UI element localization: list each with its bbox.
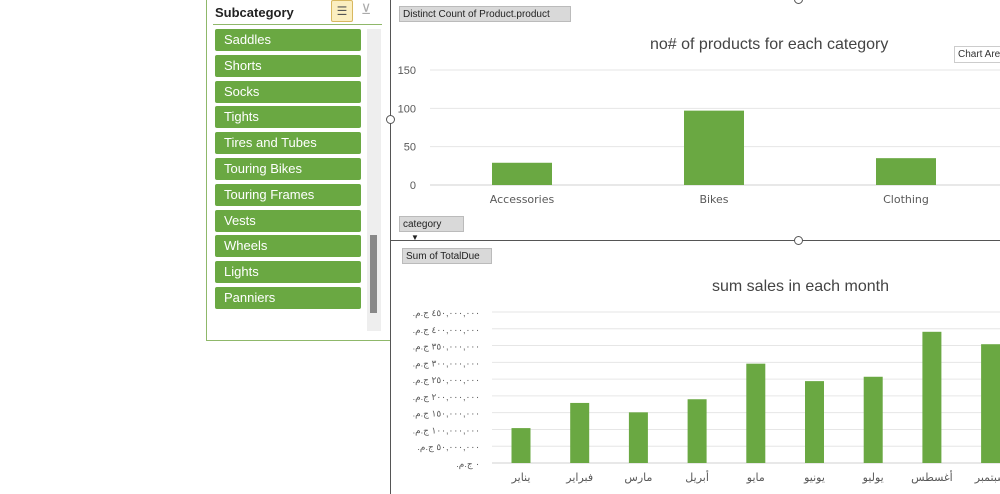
x-tick-label: يونيو: [803, 471, 825, 484]
y-tick-label: ‏٥٠,٠٠٠,٠٠٠ ج.م.‏: [417, 442, 480, 453]
chart-title: no# of products for each category: [650, 36, 889, 53]
slicer-item[interactable]: Lights: [215, 261, 361, 284]
x-tick-label: Clothing: [883, 193, 929, 206]
x-tick-label: يوليو: [862, 471, 884, 484]
subcategory-slicer: Subcategory ☰ ⊻ Saddles Shorts Socks Tights…: [206, 0, 391, 341]
bar: [570, 402, 590, 463]
slicer-item[interactable]: Socks: [215, 80, 361, 103]
slicer-item[interactable]: Vests: [215, 209, 361, 232]
resize-handle[interactable]: [794, 236, 803, 245]
x-tick-label: أغسطس: [911, 470, 953, 484]
slicer-item[interactable]: Shorts: [215, 54, 361, 77]
bar: [511, 428, 531, 463]
chart-border: [390, 240, 1000, 241]
y-tick-label: ‏٤٠٠,٠٠٠,٠٠٠ ج.م.‏: [413, 325, 480, 336]
bar: [684, 110, 744, 185]
y-tick-label: ‏٢٥٠,٠٠٠,٠٠٠ ج.م.‏: [413, 375, 480, 386]
x-tick-label: Accessories: [490, 193, 555, 206]
dropdown-icon: ▼: [411, 233, 419, 242]
y-tick-label: 0: [410, 180, 416, 192]
divider: [213, 24, 382, 25]
x-tick-label: مايو: [746, 471, 765, 484]
y-tick-label: 50: [404, 142, 416, 154]
bar: [863, 376, 883, 463]
bar: [922, 331, 942, 463]
y-tick-label: ‏٠ ج.م.‏: [456, 459, 480, 470]
x-tick-label: مارس: [624, 471, 652, 484]
bar: [981, 344, 1000, 463]
y-tick-label: ‏٣٠٠,٠٠٠,٠٠٠ ج.م.‏: [413, 358, 480, 369]
bar: [492, 162, 552, 185]
y-tick-label: 100: [398, 103, 416, 115]
bar: [805, 381, 824, 463]
resize-handle[interactable]: [386, 115, 395, 124]
x-tick-label: أبريل: [685, 470, 709, 484]
multi-select-icon[interactable]: ☰: [331, 0, 353, 22]
x-tick-label: يناير: [511, 471, 531, 484]
y-tick-label: ‏١٥٠,٠٠٠,٠٠٠ ج.م.‏: [413, 409, 480, 420]
y-tick-label: ‏٢٠٠,٠٠٠,٠٠٠ ج.م.‏: [413, 392, 480, 403]
chart-border: [390, 0, 391, 494]
value-field-button[interactable]: Distinct Count of Product.product: [399, 6, 571, 22]
slicer-item[interactable]: Touring Bikes: [215, 158, 361, 180]
slicer-item[interactable]: Wheels: [215, 235, 361, 258]
slicer-item[interactable]: Touring Frames: [215, 183, 361, 206]
bar: [687, 399, 707, 463]
chart-title: sum sales in each month: [712, 278, 889, 295]
value-field-button[interactable]: Sum of TotalDue: [402, 248, 492, 264]
tooltip: Chart Area: [954, 46, 1000, 63]
slicer-item[interactable]: Saddles: [215, 29, 361, 51]
x-tick-label: Bikes: [699, 193, 728, 206]
bar: [746, 363, 766, 463]
clear-filter-icon[interactable]: ⊻: [361, 1, 372, 17]
slicer-item[interactable]: Panniers: [215, 287, 361, 309]
axis-field-label: category: [403, 219, 442, 230]
x-tick-label: فبراير: [565, 471, 593, 484]
y-tick-label: ‏١٠٠,٠٠٠,٠٠٠ ج.م.‏: [413, 425, 480, 436]
y-tick-label: 150: [398, 65, 416, 77]
y-tick-label: ‏٤٥٠,٠٠٠,٠٠٠ ج.م.‏: [413, 308, 480, 319]
axis-field-button[interactable]: category ▼: [399, 216, 464, 242]
bar: [876, 158, 936, 185]
scrollbar-thumb[interactable]: [370, 235, 377, 313]
slicer-item[interactable]: Tights: [215, 106, 361, 129]
y-tick-label: ‏٣٥٠,٠٠٠,٠٠٠ ج.م.‏: [413, 342, 480, 353]
slicer-title: Subcategory: [215, 5, 294, 20]
bar: [628, 412, 648, 463]
slicer-item[interactable]: Tires and Tubes: [215, 132, 361, 155]
